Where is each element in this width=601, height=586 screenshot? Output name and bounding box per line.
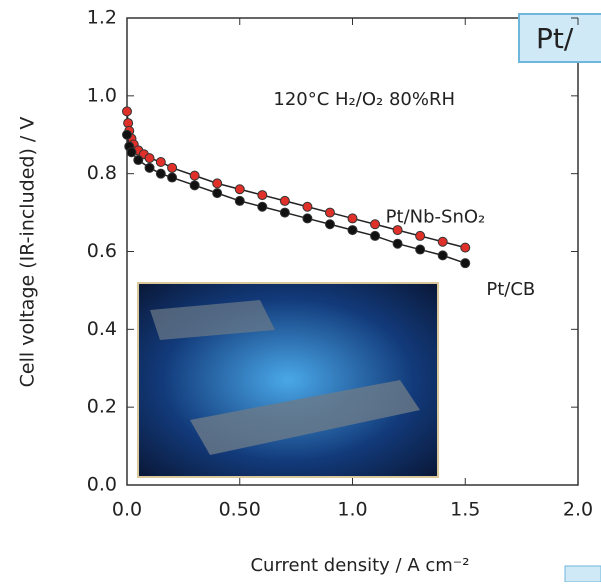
data-point [167,172,178,183]
y-tick-label: 1.2 [87,7,117,29]
data-point [460,242,471,253]
series-label: Pt/CB [486,279,535,300]
data-point [437,250,448,261]
data-point [189,180,200,191]
data-point [155,156,166,167]
y-tick-label: 0.4 [87,318,117,340]
data-point [133,155,144,166]
data-point [347,213,358,224]
data-point [122,106,132,117]
data-point [155,168,166,179]
data-point [370,230,381,241]
y-tick-label: 0.0 [87,474,117,496]
data-point [122,129,132,140]
x-tick-label: 2.0 [563,499,593,521]
y-tick-label: 0.6 [87,240,117,262]
x-tick-label: 1.5 [450,499,480,521]
data-point [415,244,426,255]
data-point [189,170,200,181]
y-tick-label: 1.0 [87,84,117,106]
data-point [257,190,268,201]
data-point [347,225,358,236]
data-point [279,195,290,206]
data-point [144,153,155,164]
x-tick-label: 0.0 [112,499,142,521]
title-fragment: Pt/ [536,22,574,55]
data-point [460,258,471,269]
data-point [126,147,137,158]
data-point [212,178,223,189]
title-box [518,13,601,63]
data-point [370,219,381,230]
data-point [212,188,223,199]
data-point [234,184,245,195]
data-point [279,207,290,218]
series-line [126,134,466,264]
x-tick-label: 0.50 [219,499,261,521]
y-tick-label: 0.8 [87,162,117,184]
data-point [144,162,155,173]
data-point [437,236,448,247]
x-tick-label: 1.0 [337,499,367,521]
data-point [167,162,178,173]
y-tick-label: 0.2 [87,396,117,418]
data-point [302,201,313,212]
series-label: Pt/Nb-SnO₂ [386,207,486,228]
data-point [302,213,313,224]
data-point [415,230,426,241]
inset-plate [190,380,420,455]
condition-label: 120°C H₂/O₂ 80%RH [273,89,455,110]
data-point [392,225,403,236]
data-point [392,238,403,249]
data-point [324,207,335,218]
x-axis-label: Current density / A cm⁻² [250,555,469,576]
data-point [234,195,245,206]
y-axis-label: Cell voltage (IR-included) / V [17,117,39,388]
data-point [324,219,335,230]
inset-plate [150,300,275,340]
data-point [257,201,268,212]
corner-box [564,565,601,583]
